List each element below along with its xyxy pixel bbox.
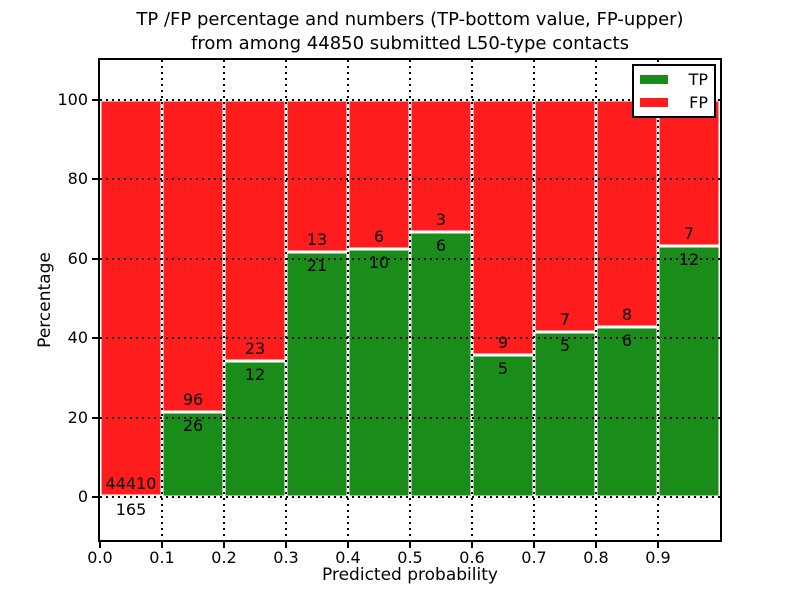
- bar-segment-fp: [534, 100, 596, 332]
- x-gridline: [285, 60, 287, 540]
- x-tick-mark: [285, 542, 287, 548]
- bar-segment-tp: [472, 355, 534, 497]
- x-tick-mark: [471, 542, 473, 548]
- chart-title: TP /FP percentage and numbers (TP-bottom…: [100, 8, 720, 56]
- x-gridline: [161, 60, 163, 540]
- bar-count-label-tp: 10: [368, 252, 390, 272]
- x-tick-label: 0.9: [645, 548, 671, 567]
- bar-count-label-fp: 9: [497, 333, 509, 353]
- y-tick-mark: [92, 496, 98, 498]
- x-gridline: [347, 60, 349, 540]
- y-tick-mark: [92, 337, 98, 340]
- bar-segment-fp: [410, 100, 472, 233]
- chart-title-line2: from among 44850 submitted L50-type cont…: [191, 32, 629, 54]
- legend-swatch-fp-icon: [640, 98, 668, 107]
- x-tick-label: 0.4: [335, 548, 361, 567]
- y-tick-mark: [92, 416, 98, 419]
- y-tick-label: 80: [67, 169, 88, 189]
- y-gridline: [100, 99, 720, 101]
- bar-count-label-tp: 5: [559, 335, 571, 355]
- y-gridline: [100, 178, 720, 181]
- x-gridline: [595, 60, 597, 540]
- bar-segment-tp: [534, 331, 596, 497]
- chart-title-line1: TP /FP percentage and numbers (TP-bottom…: [136, 9, 684, 30]
- bar-segment-tp: [162, 412, 224, 497]
- bar-count-label-fp: 8: [621, 304, 633, 324]
- legend-label: FP: [689, 93, 708, 112]
- x-tick-label: 0.8: [583, 548, 609, 567]
- y-gridline: [100, 496, 720, 498]
- bar-segment-fp: [224, 100, 286, 361]
- bar-segment-fp: [100, 100, 162, 496]
- bar-segment-fp: [162, 100, 224, 413]
- bar-segment-tp: [658, 246, 720, 497]
- legend-entry: TP: [640, 71, 708, 88]
- x-tick-label: 0.0: [87, 548, 113, 567]
- bar-segment-tp: [286, 251, 348, 497]
- x-tick-label: 0.1: [149, 548, 175, 567]
- bar-count-label-tp: 6: [621, 330, 633, 350]
- bar-segment-fp: [286, 100, 348, 252]
- bar-segment-tp: [410, 232, 472, 497]
- bar-count-label-fp: 3: [435, 210, 447, 230]
- bar-segment-fp: [596, 100, 658, 327]
- bar-segment-fp: [658, 100, 720, 247]
- bar-count-label-fp: 44410: [105, 473, 157, 493]
- y-tick-label: 0: [77, 487, 88, 506]
- legend-entry: FP: [640, 94, 708, 111]
- x-tick-mark: [595, 542, 597, 548]
- y-tick-label: 40: [67, 328, 88, 348]
- x-tick-mark: [533, 542, 535, 548]
- bar-count-label-fp: 13: [306, 229, 328, 249]
- bar-count-label-tp: 21: [306, 255, 328, 275]
- legend-label: TP: [688, 70, 708, 89]
- bar-count-label-fp: 96: [182, 390, 204, 410]
- bar-segment-fp: [348, 100, 410, 249]
- x-gridline: [471, 60, 473, 540]
- bar-segment-fp: [472, 100, 534, 356]
- bar-count-label-fp: 23: [244, 338, 266, 358]
- x-tick-mark: [409, 542, 411, 548]
- legend: TP FP: [632, 64, 716, 118]
- bar-count-label-tp: 12: [244, 364, 266, 384]
- x-tick-label: 0.6: [459, 548, 485, 567]
- bar-count-label-tp: 5: [497, 359, 509, 379]
- x-tick-mark: [347, 542, 349, 548]
- y-tick-mark: [92, 99, 98, 101]
- x-tick-label: 0.7: [521, 548, 547, 567]
- bar-count-label-tp: 165: [115, 499, 147, 519]
- y-tick-mark: [92, 178, 98, 181]
- x-tick-label: 0.5: [397, 548, 423, 567]
- bar-count-label-tp: 26: [182, 416, 204, 436]
- x-tick-label: 0.2: [211, 548, 237, 567]
- bar-count-label-fp: 7: [683, 224, 695, 244]
- y-gridline: [100, 416, 720, 419]
- x-tick-mark: [657, 542, 659, 548]
- legend-swatch-tp-icon: [640, 75, 668, 84]
- bar-segment-tp: [348, 248, 410, 497]
- bar-count-label-fp: 7: [559, 309, 571, 329]
- plot-area: 0.0 0.1 0.2 0.3 0.4 0.5 0.6 0.7 0.8 0.9 0 20 40 60 80 1…: [57, 60, 720, 567]
- bar-segment-tp: [596, 326, 658, 497]
- y-gridline: [100, 337, 720, 340]
- y-tick-mark: [92, 257, 98, 260]
- x-tick-label: 0.3: [273, 548, 299, 567]
- x-gridline: [223, 60, 225, 540]
- x-axis-label: Predicted probability: [322, 565, 498, 585]
- bar-count-label-tp: 6: [435, 236, 447, 256]
- x-gridline: [409, 60, 411, 540]
- y-tick-label: 100: [57, 90, 88, 109]
- y-gridline: [100, 257, 720, 260]
- bar-segment-tp: [224, 360, 286, 497]
- x-gridline: [533, 60, 535, 540]
- x-tick-mark: [161, 542, 163, 548]
- x-gridline: [657, 60, 659, 540]
- x-tick-mark: [99, 542, 101, 548]
- y-tick-label: 60: [67, 248, 88, 268]
- bar-count-label-fp: 6: [373, 226, 385, 246]
- x-tick-mark: [223, 542, 225, 548]
- y-tick-label: 20: [67, 407, 88, 427]
- bar-count-label-tp: 12: [678, 250, 700, 270]
